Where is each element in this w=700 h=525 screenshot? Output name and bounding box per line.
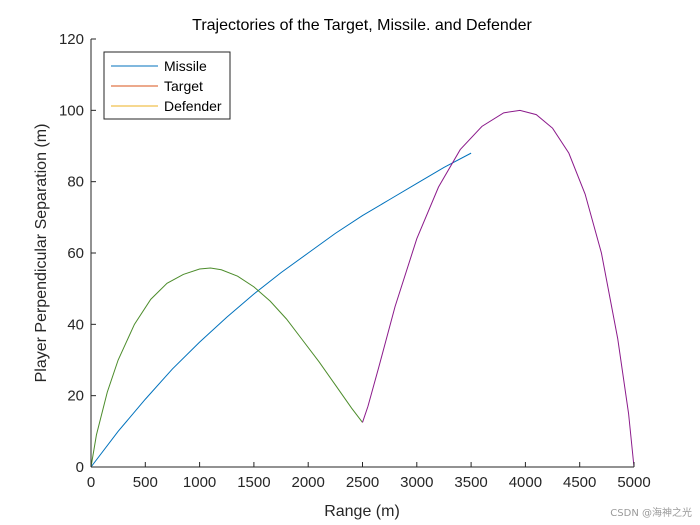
x-tick-label: 1500: [237, 474, 270, 491]
x-tick-label: 3500: [454, 474, 487, 491]
x-tick-label: 3000: [400, 474, 433, 491]
x-tick-label: 500: [133, 474, 158, 491]
x-tick-label: 0: [87, 474, 95, 491]
axes: [90, 38, 635, 468]
x-tick-label: 5000: [617, 474, 650, 491]
legend-label-defender: Defender: [164, 98, 222, 114]
watermark: CSDN @海神之光: [610, 506, 692, 519]
legend-label-missile: Missile: [164, 58, 207, 74]
x-axis-label: Range (m): [324, 503, 400, 520]
tick-labels: 0 500 1000 1500 2000 2500 3000 3500 4000 4500 5000…: [59, 31, 651, 491]
series-line-missile: [90, 152, 472, 468]
y-tick-label: 40: [67, 316, 84, 333]
plot-area: [90, 109, 635, 468]
x-tick-label: 4500: [563, 474, 596, 491]
y-tick-label: 80: [67, 174, 84, 191]
y-tick-label: 0: [76, 459, 84, 476]
legend-label-target: Target: [164, 78, 203, 94]
chart-title: Trajectories of the Target, Missile. and…: [192, 17, 532, 34]
legend: Missile Target Defender: [103, 51, 231, 120]
y-tick-label: 100: [59, 102, 84, 119]
x-tick-label: 4000: [509, 474, 542, 491]
y-tick-label: 60: [67, 245, 84, 262]
series-line-target-segment-1: [90, 267, 363, 468]
y-tick-label: 20: [67, 388, 84, 405]
y-axis-label: Player Perpendicular Separation (m): [33, 124, 50, 383]
x-tick-label: 2000: [292, 474, 325, 491]
x-tick-label: 1000: [183, 474, 216, 491]
y-tick-label: 120: [59, 31, 84, 48]
x-tick-label: 2500: [346, 474, 379, 491]
series-line-target-segment-2: [362, 109, 635, 468]
